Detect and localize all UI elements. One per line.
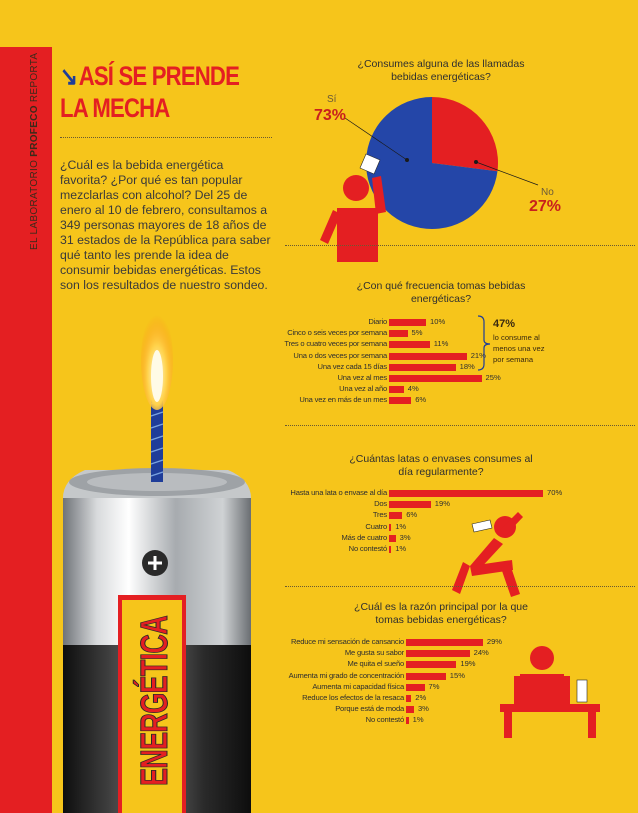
pie-leader-line bbox=[475, 161, 539, 186]
pie-label-no: No bbox=[541, 187, 554, 198]
bar bbox=[389, 363, 456, 371]
pie-slice-no bbox=[432, 97, 498, 172]
bar-label: Una vez al mes bbox=[337, 373, 387, 382]
bar-label: No contestó bbox=[348, 544, 388, 553]
bar-value-label: 4% bbox=[407, 384, 419, 394]
bar-label: Me quita el sueño bbox=[347, 659, 404, 669]
bar-label: Una vez en más de un mes bbox=[299, 395, 387, 405]
bar-value-label: 19% bbox=[434, 499, 450, 509]
q4-title: ¿Cuál es la razón principal por la que t… bbox=[354, 601, 528, 626]
q1-title: ¿Consumes alguna de las llamadas bebidas… bbox=[357, 58, 525, 83]
headline-line2: LA MECHA bbox=[60, 93, 170, 123]
pie-label-si: Sí bbox=[327, 94, 337, 105]
bar bbox=[389, 534, 396, 542]
bar-value-label: 19% bbox=[460, 659, 476, 669]
bar-label: Una vez cada 15 días bbox=[317, 361, 388, 371]
bar-label: Me gusta su sabor bbox=[344, 648, 404, 658]
q3-title: ¿Cuántas latas o envases consumes al día… bbox=[349, 453, 533, 478]
pie-slice-si bbox=[366, 97, 498, 229]
bar bbox=[389, 375, 482, 382]
bar-label: Cinco o seis veces por semana bbox=[287, 328, 387, 338]
arrow-icon: ↘ bbox=[60, 61, 78, 91]
bar-label: No contestó bbox=[365, 715, 405, 725]
bar bbox=[389, 352, 467, 360]
bar bbox=[389, 319, 426, 326]
bar-label: Aumenta mi capacidad física bbox=[312, 681, 404, 691]
pie-value-no: 27% bbox=[529, 198, 562, 215]
bar bbox=[406, 672, 446, 680]
bar bbox=[389, 490, 543, 497]
bar-label: Una o dos veces por semana bbox=[293, 350, 387, 360]
bar bbox=[389, 341, 430, 349]
bar bbox=[389, 501, 431, 509]
bar-value-label: 70% bbox=[547, 488, 563, 497]
bar-value-label: 6% bbox=[415, 395, 427, 405]
bar bbox=[389, 523, 392, 531]
q2-title: ¿Con qué frecuencia tomas bebidas energé… bbox=[356, 280, 526, 305]
bar-value-label: 21% bbox=[470, 350, 486, 360]
divider bbox=[285, 245, 635, 246]
bar-value-label: 10% bbox=[430, 317, 446, 326]
bar-value-label: 1% bbox=[395, 544, 407, 553]
bar-value-label: 3% bbox=[399, 532, 411, 542]
bar bbox=[406, 717, 409, 725]
bar-label: Tres bbox=[372, 510, 387, 520]
bar bbox=[406, 639, 483, 646]
pie-value-si: 73% bbox=[314, 107, 347, 124]
bar-value-label: 29% bbox=[486, 637, 503, 646]
bar bbox=[406, 706, 414, 714]
bar-value-label: 7% bbox=[428, 681, 440, 691]
headline-line1: ASÍ SE PRENDE bbox=[78, 61, 240, 91]
bar bbox=[406, 661, 457, 669]
annotation-text: lo consume al menos una vez por semana bbox=[493, 333, 545, 364]
bar-value-label: 1% bbox=[395, 521, 407, 531]
divider bbox=[60, 137, 272, 138]
bar-label: Dos bbox=[374, 499, 387, 509]
bar bbox=[389, 397, 412, 405]
bar bbox=[389, 386, 404, 394]
bar-label: Tres o cuatro veces por semana bbox=[284, 339, 387, 349]
divider bbox=[285, 586, 635, 587]
bar-label: Diario bbox=[368, 317, 387, 326]
bar bbox=[389, 546, 392, 553]
bar-value-label: 24% bbox=[473, 648, 489, 658]
bar bbox=[406, 650, 470, 658]
bar-label: Porque está de moda bbox=[335, 704, 404, 714]
bar bbox=[406, 683, 425, 691]
headline: ↘ASÍ SE PRENDE LA MECHA bbox=[60, 60, 290, 124]
bar-value-label: 2% bbox=[415, 693, 427, 702]
pie-leader-line bbox=[344, 117, 408, 161]
bar-label: Una vez al año bbox=[339, 384, 387, 394]
bar-value-label: 6% bbox=[406, 510, 418, 520]
bar-value-label: 1% bbox=[412, 715, 424, 725]
bar-value-label: 18% bbox=[459, 361, 475, 371]
annotation-value: 47% bbox=[493, 318, 516, 330]
bar-value-label: 3% bbox=[417, 704, 429, 714]
side-strip bbox=[0, 47, 52, 813]
bar-label: Hasta una lata o envase al día bbox=[290, 488, 387, 497]
bar-label: Reduce los efectos de la resaca bbox=[302, 693, 404, 702]
bar bbox=[406, 695, 412, 702]
bar bbox=[389, 512, 403, 520]
bar-value-label: 11% bbox=[433, 339, 449, 349]
intro-text: ¿Cuál es la bebida energética favorita? … bbox=[60, 158, 271, 292]
can-label: ENERGÉTICA bbox=[132, 616, 176, 786]
divider bbox=[285, 425, 635, 426]
bar-value-label: 25% bbox=[485, 373, 501, 382]
bar-label: Cuatro bbox=[365, 521, 387, 531]
bar-label: Más de cuatro bbox=[341, 532, 387, 542]
bar-label: Aumenta mi grado de concentración bbox=[288, 670, 405, 680]
bar-label: Reduce mi sensación de cansancio bbox=[290, 637, 404, 646]
bar-value-label: 5% bbox=[411, 328, 423, 338]
bar bbox=[389, 330, 408, 338]
pie-leader-dot bbox=[474, 160, 478, 164]
pie-leader-dot bbox=[405, 158, 409, 162]
bar-value-label: 15% bbox=[449, 670, 465, 680]
